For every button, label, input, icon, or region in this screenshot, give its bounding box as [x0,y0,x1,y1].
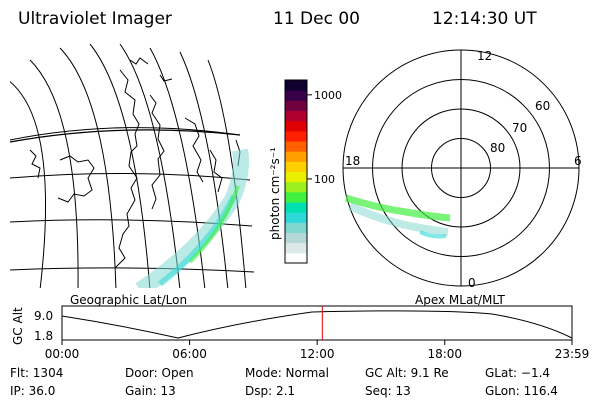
mlt-label-18: 18 [345,154,360,168]
status-footer: Flt: 1304 Door: Open Mode: Normal GC Alt: 9… [10,366,558,398]
status-ip: IP: 36.0 [10,384,55,398]
colorbar-cell [285,222,307,233]
polar-spokes [343,50,579,286]
colorbar-cell [285,181,307,193]
altitude-curve [61,310,573,339]
altitude-tick-1-8: 1.8 [34,329,53,343]
lat-label-70: 70 [512,121,527,135]
altitude-time-ticks: 00:00 06:00 12:00 18:00 23:59 [45,340,590,361]
colorbar-cell [285,232,307,244]
status-mode: Mode: Normal [245,366,329,380]
colorbar-ticks: 1000 100 [307,89,342,186]
lat-label-80: 80 [490,141,505,155]
colorbar: 1000 100 photon cm⁻²s⁻¹ [268,79,342,264]
colorbar-cell [285,252,307,264]
colorbar-cell [285,90,307,101]
status-seq: Seq: 13 [365,384,411,398]
polar-label: Apex MLat/MLT [415,293,505,307]
colorbar-tick-label: 1000 [314,89,342,102]
aurora-emission-polar [344,194,451,239]
mlt-label-6: 6 [574,154,582,168]
colorbar-cell [285,191,307,203]
colorbar-cell [285,110,307,122]
colorbar-cell [285,100,307,111]
status-glat: GLat: −1.4 [485,366,550,380]
status-gain: Gain: 13 [125,384,176,398]
colorbar-cell [285,171,307,183]
status-glon: GLon: 116.4 [485,384,558,398]
colorbar-cell [285,80,307,91]
colorbar-cell [285,161,307,172]
colorbar-cell [285,130,307,142]
instrument-title: Ultraviolet Imager [18,9,172,29]
status-gcalt: GC Alt: 9.1 Re [365,366,449,380]
polar-plot: 12 18 6 0 60 70 80 Apex MLat/MLT [342,49,582,307]
coastlines [29,57,241,269]
meridian-lines [10,44,247,288]
latitude-lines [10,127,254,273]
colorbar-cells [285,80,307,264]
time-tick-label: 18:00 [427,347,462,361]
colorbar-frame [284,79,308,264]
date-label: 11 Dec 00 [273,9,360,29]
geo-map-label: Geographic Lat/Lon [70,293,187,307]
altitude-strip: GC Alt 9.0 1.8 00:00 06:00 12:00 18:00 23:59 [11,305,590,361]
status-flt: Flt: 1304 [10,366,63,380]
altitude-tick-9: 9.0 [34,309,53,323]
time-tick-label: 00:00 [45,347,80,361]
header: Ultraviolet Imager 11 Dec 00 12:14:30 UT [18,9,537,29]
colorbar-cell [285,120,307,132]
mlt-label-12: 12 [477,49,492,63]
status-dsp: Dsp: 2.1 [245,384,295,398]
colorbar-cell [285,242,307,254]
mlt-label-0: 0 [468,276,476,290]
altitude-frame [61,305,573,341]
colorbar-unit-label: photon cm⁻²s⁻¹ [268,147,282,240]
lat-label-60: 60 [535,99,550,113]
colorbar-cell [285,151,307,162]
time-label: 12:14:30 UT [432,9,537,29]
colorbar-tick-label: 100 [314,173,335,186]
aurora-emission-map [135,148,249,288]
time-tick-label: 23:59 [555,347,590,361]
time-tick-label: 06:00 [172,347,207,361]
colorbar-cell [285,212,307,223]
colorbar-cell [285,202,307,213]
status-door: Door: Open [125,366,194,380]
colorbar-cell [285,141,307,152]
time-tick-label: 12:00 [300,347,335,361]
geographic-map: Geographic Lat/Lon [9,44,254,307]
altitude-axis-label: GC Alt [11,307,25,345]
